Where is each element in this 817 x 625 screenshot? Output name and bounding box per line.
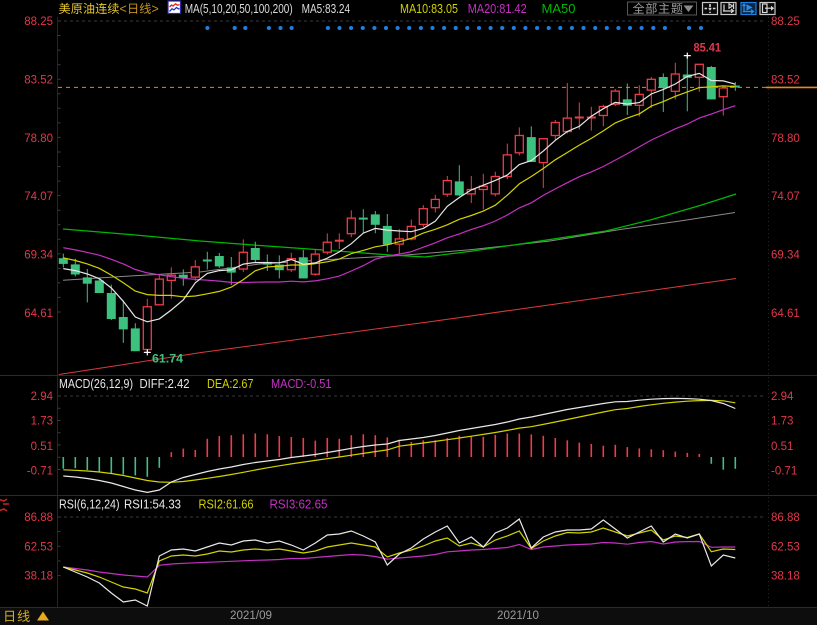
svg-text:2021/09: 2021/09 (230, 610, 272, 622)
svg-text:<: < (120, 2, 127, 16)
svg-text:RSI1:54.33: RSI1:54.33 (124, 498, 181, 512)
svg-text:64.61: 64.61 (24, 308, 53, 320)
svg-text:RSI3:62.65: RSI3:62.65 (270, 498, 328, 512)
svg-text:2.94: 2.94 (31, 391, 54, 403)
svg-text:86.88: 86.88 (771, 512, 800, 524)
svg-text:74.07: 74.07 (24, 191, 53, 203)
svg-text:74.07: 74.07 (771, 191, 800, 203)
svg-text:86.88: 86.88 (24, 512, 53, 524)
svg-text:MA10:83.05: MA10:83.05 (400, 2, 458, 16)
svg-text:MA5:83.24: MA5:83.24 (302, 2, 351, 16)
svg-text:78.80: 78.80 (24, 133, 53, 145)
svg-text:69.34: 69.34 (24, 250, 53, 262)
svg-text:83.52: 83.52 (771, 74, 800, 86)
svg-text:38.18: 38.18 (24, 571, 53, 583)
svg-text:MA20:81.42: MA20:81.42 (468, 2, 527, 16)
svg-text:62.53: 62.53 (771, 542, 800, 554)
svg-text:-0.71: -0.71 (27, 466, 53, 478)
svg-text:-0.71: -0.71 (771, 466, 797, 478)
svg-text:78.80: 78.80 (771, 133, 800, 145)
svg-text:85.41: 85.41 (694, 41, 722, 55)
svg-text:64.61: 64.61 (771, 308, 800, 320)
svg-text:2.94: 2.94 (771, 391, 794, 403)
svg-text:MACD(26,12,9): MACD(26,12,9) (59, 377, 133, 391)
svg-text:MA(5,10,20,50,100,200): MA(5,10,20,50,100,200) (185, 2, 293, 16)
svg-text:62.53: 62.53 (24, 542, 53, 554)
svg-text:61.74: 61.74 (152, 352, 183, 366)
svg-text:69.34: 69.34 (771, 250, 800, 262)
svg-text:MACD:-0.51: MACD:-0.51 (271, 377, 332, 391)
svg-text:1.73: 1.73 (771, 416, 793, 428)
svg-text:RSI2:61.66: RSI2:61.66 (199, 498, 254, 512)
svg-text:RSI(6,12,24): RSI(6,12,24) (59, 498, 120, 512)
svg-text:0.51: 0.51 (31, 441, 53, 453)
svg-text:83.52: 83.52 (24, 74, 53, 86)
svg-text:DEA:2.67: DEA:2.67 (207, 377, 254, 391)
svg-text:1.73: 1.73 (31, 416, 53, 428)
svg-text:88.25: 88.25 (24, 16, 53, 28)
svg-text:>: > (152, 2, 159, 16)
svg-text:DIFF:2.42: DIFF:2.42 (140, 377, 190, 391)
svg-text:2021/10: 2021/10 (497, 610, 539, 622)
svg-text:38.18: 38.18 (771, 571, 800, 583)
svg-text:88.25: 88.25 (771, 16, 800, 28)
svg-text:MA50: MA50 (542, 2, 576, 16)
svg-text:0.51: 0.51 (771, 441, 793, 453)
